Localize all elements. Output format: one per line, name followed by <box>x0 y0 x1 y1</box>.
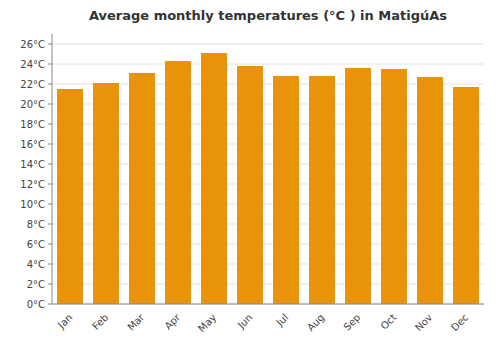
chart-svg: Average monthly temperatures (°C ) in Ma… <box>0 0 500 350</box>
grid-line <box>52 64 484 65</box>
category-label: Feb <box>90 312 110 332</box>
category-label: Apr <box>162 311 183 332</box>
bar <box>165 61 191 304</box>
bar <box>309 76 335 304</box>
tick-label: 10°C <box>20 199 45 210</box>
tick-mark <box>48 244 52 245</box>
tick-mark <box>48 104 52 105</box>
tick-label: 0°C <box>27 299 45 310</box>
x-axis: Jan Feb Mar Apr May Jun Jul Aug Sep Oct Nov Dec <box>52 304 484 334</box>
tick-mark <box>48 184 52 185</box>
category-label: Oct <box>378 312 398 332</box>
category-label: Jan <box>55 312 74 331</box>
bars <box>57 53 479 304</box>
category-label: Aug <box>305 312 327 334</box>
chart-container: Average monthly temperatures (°C ) in Ma… <box>0 0 500 350</box>
tick-mark <box>48 44 52 45</box>
bar <box>345 68 371 304</box>
bar <box>273 76 299 304</box>
bar <box>417 77 443 304</box>
bar <box>453 87 479 304</box>
tick-mark <box>48 284 52 285</box>
category-label: Mar <box>125 311 147 333</box>
category-label: Dec <box>449 312 470 333</box>
x-axis-line <box>52 304 484 305</box>
bar <box>201 53 227 304</box>
category-label: Nov <box>413 312 435 334</box>
category-label: Jun <box>235 312 255 332</box>
tick-label: 8°C <box>27 219 45 230</box>
tick-label: 14°C <box>20 159 45 170</box>
tick-label: 22°C <box>20 79 45 90</box>
bar <box>57 89 83 304</box>
category-label: Jul <box>273 312 290 329</box>
tick-mark <box>48 84 52 85</box>
y-axis-line <box>52 34 53 304</box>
bar <box>381 69 407 304</box>
grid-line <box>52 44 484 45</box>
grid-line <box>52 304 484 305</box>
tick-mark <box>48 164 52 165</box>
y-axis: 0°C 2°C 4°C 6°C 8°C 10°C 12°C 14°C 16°C 18°C 20°C 2… <box>20 34 52 310</box>
tick-mark <box>48 264 52 265</box>
category-label: Sep <box>341 312 362 333</box>
tick-label: 6°C <box>27 239 45 250</box>
tick-label: 4°C <box>27 259 45 270</box>
category-label: May <box>196 312 218 334</box>
tick-label: 16°C <box>20 139 45 150</box>
tick-mark <box>48 304 52 305</box>
tick-label: 12°C <box>20 179 45 190</box>
tick-label: 24°C <box>20 59 45 70</box>
bar <box>129 73 155 304</box>
tick-mark <box>48 124 52 125</box>
bar <box>237 66 263 304</box>
bar <box>93 83 119 304</box>
y-grid <box>52 44 484 304</box>
tick-mark <box>48 204 52 205</box>
tick-label: 26°C <box>20 39 45 50</box>
tick-mark <box>48 224 52 225</box>
tick-mark <box>48 144 52 145</box>
tick-label: 2°C <box>27 279 45 290</box>
chart-title: Average monthly temperatures (°C ) in Ma… <box>89 8 447 23</box>
tick-label: 20°C <box>20 99 45 110</box>
tick-label: 18°C <box>20 119 45 130</box>
tick-mark <box>48 64 52 65</box>
